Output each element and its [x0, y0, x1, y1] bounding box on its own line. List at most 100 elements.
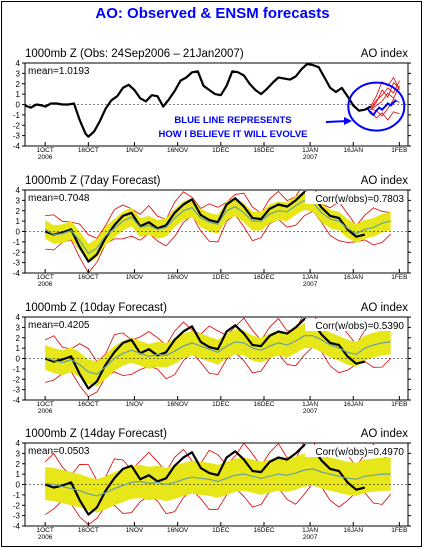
y-tick-label: -1 [13, 491, 21, 500]
x-tick-label: 1DEC [212, 274, 230, 281]
x-tick-label: 1NOV [126, 527, 144, 534]
x-tick-label: 1FEB [391, 147, 407, 154]
y-tick-label: -3 [13, 132, 21, 141]
y-tick-label: -4 [13, 396, 21, 405]
annotation-line-2: HOW I BELIEVE IT WILL EVOLVE [158, 129, 307, 140]
x-tick-label: 1OCT [36, 401, 53, 408]
y-tick-label: -1 [13, 238, 21, 247]
y-tick-label: -4 [13, 269, 21, 278]
corr-label: Corr(w/obs)=0.5390 [315, 321, 404, 332]
y-tick-label: -4 [13, 522, 21, 531]
corr-label-bg [305, 319, 405, 331]
y-tick-label: 4 [16, 186, 21, 195]
x-tick-label: 1NOV [126, 147, 144, 154]
ensemble-member-line [370, 85, 400, 111]
x-tick-label: 16DEC [254, 401, 275, 408]
x-tick-year: 2007 [303, 534, 318, 541]
x-tick-label: 16DEC [254, 274, 275, 281]
x-tick-label: 16OCT [78, 147, 99, 154]
y-tick-label: -1 [13, 111, 21, 120]
mean-label: mean=0.0503 [28, 446, 90, 457]
y-tick-label: 3 [16, 196, 21, 205]
x-tick-label: 16OCT [78, 274, 99, 281]
y-tick-label: 1 [16, 90, 21, 99]
y-tick-label: 2 [16, 460, 21, 469]
ensemble-member-line [370, 110, 400, 121]
y-tick-label: 0 [16, 355, 21, 364]
spread-lower-line [45, 346, 391, 398]
ensemble-mean-line [44, 199, 391, 255]
x-tick-label: 16JAN [344, 527, 364, 534]
y-tick-label: 4 [16, 439, 21, 448]
ensemble-mean-line [44, 335, 391, 375]
x-tick-label: 1FEB [391, 401, 407, 408]
spread-upper-line [45, 190, 391, 239]
y-tick-label: 0 [16, 228, 21, 237]
x-tick-label: 16OCT [78, 527, 99, 534]
y-tick-label: -2 [13, 121, 21, 130]
y-tick-label: -3 [13, 512, 21, 521]
y-tick-label: 1 [16, 344, 21, 353]
panel-right-title: AO index [361, 302, 409, 314]
x-tick-label: 16JAN [344, 274, 364, 281]
y-tick-label: 1 [16, 217, 21, 226]
x-tick-label: 16JAN [344, 147, 364, 154]
x-tick-label: 1FEB [391, 274, 407, 281]
annotation-arrow-head [344, 117, 352, 125]
annotation-circle [347, 81, 406, 132]
panel-right-title: AO index [361, 175, 409, 187]
y-tick-label: 4 [16, 313, 21, 322]
mean-label: mean=1.0193 [28, 66, 90, 77]
x-tick-label: 1OCT [36, 147, 53, 154]
x-tick-year: 2006 [38, 408, 53, 415]
x-tick-label: 16NOV [167, 274, 189, 281]
x-tick-label: 1OCT [36, 527, 53, 534]
y-tick-label: -3 [13, 386, 21, 395]
x-tick-year: 2006 [38, 154, 53, 161]
corr-label-bg [305, 445, 405, 457]
x-tick-label: 1DEC [212, 401, 230, 408]
x-tick-year: 2007 [303, 281, 318, 288]
x-tick-label: 1FEB [391, 527, 407, 534]
x-tick-label: 1NOV [126, 274, 144, 281]
ensemble-member-line [370, 82, 400, 110]
panel-title: 1000mb Z (10day Forecast) [25, 302, 167, 314]
x-tick-label: 1JAN [302, 274, 318, 281]
y-tick-label: 1 [16, 470, 21, 479]
x-tick-label: 16NOV [167, 527, 189, 534]
ensemble-band [45, 191, 391, 263]
x-tick-label: 1OCT [36, 274, 53, 281]
x-tick-label: 16DEC [254, 147, 275, 154]
panel-right-title: AO index [361, 428, 409, 440]
page-title: AO: Observed & ENSM forecasts [95, 5, 330, 22]
y-tick-label: 2 [16, 207, 21, 216]
x-tick-label: 1JAN [302, 401, 318, 408]
x-tick-year: 2007 [303, 154, 318, 161]
y-tick-label: -2 [13, 501, 21, 510]
y-tick-label: 0 [16, 101, 21, 110]
x-tick-label: 16DEC [254, 527, 275, 534]
x-tick-label: 1DEC [212, 147, 230, 154]
y-tick-label: -4 [13, 142, 21, 151]
x-tick-label: 1NOV [126, 401, 144, 408]
y-tick-label: 2 [16, 334, 21, 343]
y-tick-label: -3 [13, 259, 21, 268]
panel-right-title: AO index [361, 48, 409, 60]
ensemble-member-line [370, 80, 400, 108]
corr-label-bg [305, 192, 405, 204]
y-tick-label: -2 [13, 375, 21, 384]
x-tick-label: 16OCT [78, 401, 99, 408]
panel-title: 1000mb Z (14day Forecast) [25, 428, 167, 440]
corr-label: Corr(w/obs)=0.7803 [315, 194, 404, 205]
mean-label: mean=0.4205 [28, 320, 90, 331]
observed-line [25, 63, 372, 138]
y-tick-label: -2 [13, 248, 21, 257]
x-tick-year: 2007 [303, 408, 318, 415]
y-tick-label: -1 [13, 365, 21, 374]
blue-forecast-line [366, 99, 398, 117]
x-tick-year: 2006 [38, 534, 53, 541]
spread-lower-line [45, 210, 391, 273]
mean-label: mean=0.7048 [28, 193, 90, 204]
y-tick-label: 3 [16, 69, 21, 78]
